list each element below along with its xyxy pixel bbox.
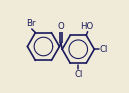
Text: HO: HO <box>80 22 93 31</box>
Text: Cl: Cl <box>99 45 108 54</box>
Text: O: O <box>57 22 64 31</box>
Text: Cl: Cl <box>74 70 82 79</box>
Text: Br: Br <box>27 19 36 28</box>
